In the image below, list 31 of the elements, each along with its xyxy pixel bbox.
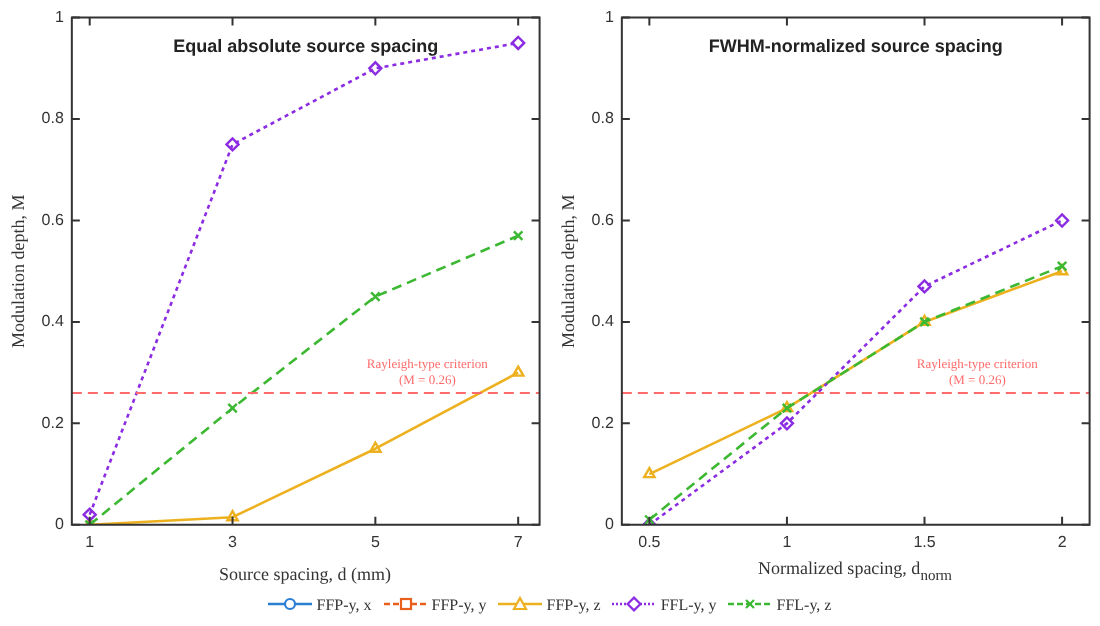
x-axis-title: Normalized spacing, d$_{norm}$ <box>755 558 955 584</box>
text: Equal absolute source spacing <box>173 35 439 56</box>
x-tick-label: 7 <box>513 532 524 551</box>
y-tick-label: 0.6 <box>591 210 615 229</box>
y-tick-label: 0.2 <box>41 413 65 432</box>
y-tick-label: 0.4 <box>591 312 615 331</box>
legend-label: FFL-y, y <box>660 595 717 613</box>
y-tick-label: 1 <box>54 8 65 27</box>
y-tick-label: 0.8 <box>591 109 615 128</box>
y-tick-label: 0.4 <box>41 312 65 331</box>
x-tick-label: 1 <box>85 532 96 551</box>
y-tick-label: 0.2 <box>591 413 615 432</box>
y-axis-title: Modulation depth, M <box>557 194 578 348</box>
legend-label: FFP-y, z <box>546 595 601 613</box>
y-tick-label: 0.8 <box>41 109 65 128</box>
legend-label: FFL-y, z <box>776 595 832 613</box>
y-tick-label: 0 <box>604 515 615 534</box>
x-tick-label: 1.5 <box>913 532 937 551</box>
x-axis-title: Source spacing, d (mm) <box>217 564 393 584</box>
x-tick-label: 0.5 <box>638 532 662 551</box>
x-tick-label: 1 <box>782 532 793 551</box>
text: FWHM-normalized source spacing <box>708 35 1003 56</box>
y-tick-label: 0 <box>54 515 65 534</box>
y-tick-label: 1 <box>604 8 615 27</box>
x-tick-label: 5 <box>370 532 381 551</box>
x-tick-label: 3 <box>228 532 239 551</box>
y-tick-label: 0.6 <box>41 210 65 229</box>
x-tick-label: 2 <box>1057 532 1068 551</box>
legend-label: FFP-y, x <box>316 595 372 613</box>
legend-label: FFP-y, y <box>431 595 487 613</box>
y-axis-title: Modulation depth, M <box>7 194 28 348</box>
